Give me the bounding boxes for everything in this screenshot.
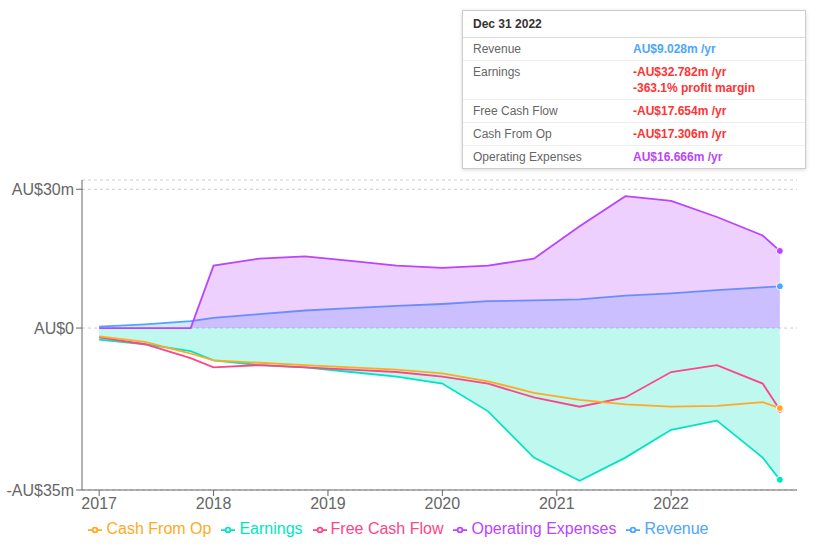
svg-text:2021: 2021 bbox=[539, 495, 575, 512]
svg-text:AU$0: AU$0 bbox=[34, 320, 74, 337]
html-text:Dec 31 2022: Dec 31 2022 bbox=[473, 17, 542, 31]
svg-text:2019: 2019 bbox=[310, 495, 346, 512]
html-text:AU$9.028m /yr: AU$9.028m /yr bbox=[633, 42, 716, 56]
html-text:-AU$17.654m /yr: -AU$17.654m /yr bbox=[633, 104, 727, 118]
html-text:Operating Expenses: Operating Expenses bbox=[473, 150, 582, 164]
svg-text:-AU$35m: -AU$35m bbox=[6, 482, 74, 499]
svg-text:2022: 2022 bbox=[653, 495, 689, 512]
html-text:Revenue: Revenue bbox=[473, 42, 521, 56]
html-text:Earnings: Earnings bbox=[239, 520, 303, 537]
html-text:AU$16.666m /yr: AU$16.666m /yr bbox=[633, 150, 723, 164]
svg-text:2020: 2020 bbox=[425, 495, 461, 512]
html-text:Cash From Op: Cash From Op bbox=[473, 127, 552, 141]
html-text:-AU$17.306m /yr: -AU$17.306m /yr bbox=[633, 127, 727, 141]
svg-text:2017: 2017 bbox=[81, 495, 117, 512]
html-text:Free Cash Flow: Free Cash Flow bbox=[473, 104, 558, 118]
html-text:-363.1% profit margin: -363.1% profit margin bbox=[633, 81, 755, 95]
html-text:Earnings: Earnings bbox=[473, 65, 521, 79]
html-text:Revenue: Revenue bbox=[644, 520, 709, 537]
html-text:Free Cash Flow: Free Cash Flow bbox=[330, 520, 444, 537]
html-text:Operating Expenses: Operating Expenses bbox=[471, 520, 617, 537]
svg-text:AU$30m: AU$30m bbox=[12, 181, 74, 198]
svg-text:2018: 2018 bbox=[196, 495, 232, 512]
html-text:Cash From Op: Cash From Op bbox=[106, 520, 212, 537]
html-text:-AU$32.782m /yr: -AU$32.782m /yr bbox=[633, 65, 727, 79]
